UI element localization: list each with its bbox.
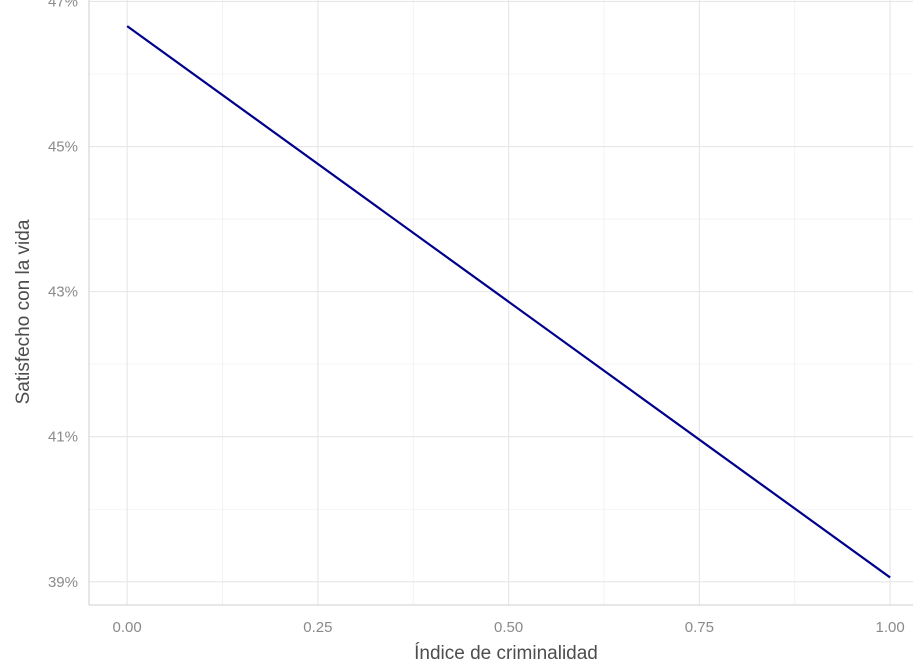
y-tick-label: 45% [48, 139, 78, 156]
x-axis-title: Índice de criminalidad [414, 643, 598, 662]
x-tick-labels: 0.00 0.25 0.50 0.75 1.00 [113, 619, 905, 636]
y-tick-label: 39% [48, 574, 78, 591]
y-tick-label: 47% [48, 0, 78, 10]
y-axis-title: Satisfecho con la vida [13, 219, 34, 404]
x-tick-label: 0.75 [685, 619, 714, 636]
major-gridlines [88, 0, 913, 606]
y-tick-label: 43% [48, 284, 78, 301]
y-tick-labels: 39% 41% 43% 45% 47% [48, 0, 78, 591]
series-lines [126, 25, 891, 579]
x-tick-label: 0.25 [303, 619, 332, 636]
minor-gridlines [89, 0, 913, 605]
x-tick-label: 0.50 [494, 619, 523, 636]
y-tick-label: 41% [48, 429, 78, 446]
series-line [126, 25, 891, 579]
x-tick-label: 0.00 [113, 619, 142, 636]
x-tick-label: 1.00 [876, 619, 905, 636]
